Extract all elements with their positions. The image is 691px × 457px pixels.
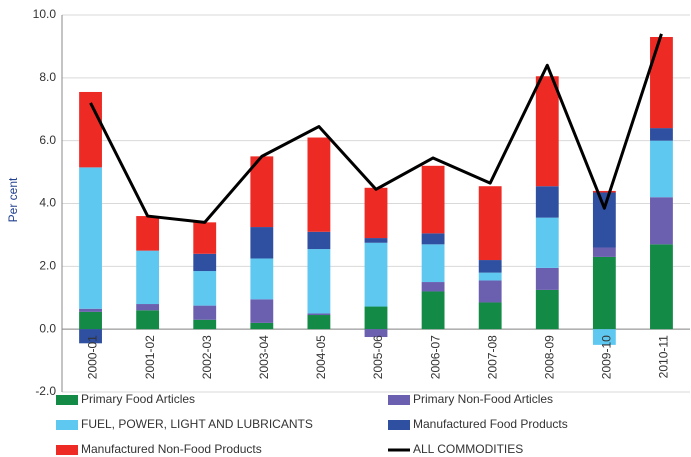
bar-segment: [478, 302, 502, 330]
bar-segment: [136, 250, 160, 305]
bar-segment: [364, 329, 388, 338]
bar-segment: [364, 238, 388, 243]
x-tick-label: 2010-11: [657, 335, 671, 378]
line-series: [89, 33, 663, 224]
bar-segment: [364, 306, 388, 330]
x-tick-label: 2000-01: [86, 335, 100, 379]
y-axis-label: Per cent: [6, 177, 20, 222]
bar-segment: [307, 313, 331, 316]
bar-segment: [421, 165, 445, 234]
legend-label: Primary Food Articles: [81, 392, 195, 406]
bar-segment: [535, 217, 559, 268]
bar-segment: [136, 216, 160, 251]
y-tick-label: 10.0: [33, 7, 57, 21]
legend-label: Manufactured Non-Food Products: [81, 442, 262, 456]
bar-segment: [535, 186, 559, 218]
bar-segment: [250, 258, 274, 300]
bar-segment: [307, 249, 331, 314]
bar-segment: [193, 222, 217, 254]
bar-segment: [535, 289, 559, 330]
x-tick-label: 2009-10: [600, 335, 614, 379]
legend-swatch: [388, 420, 410, 430]
bar-segment: [250, 227, 274, 259]
legend-swatch: [56, 395, 78, 405]
bar-segment: [535, 76, 559, 187]
x-tick-label: 2004-05: [314, 335, 328, 379]
bar-segment: [250, 299, 274, 323]
bar-segment: [364, 187, 388, 239]
legend-label: FUEL, POWER, LIGHT AND LUBRICANTS: [81, 417, 313, 431]
x-tick-label: 2001-02: [143, 335, 157, 379]
x-tick-label: 2005-06: [371, 335, 385, 379]
x-tick-label: 2003-04: [257, 335, 271, 379]
x-tick-label: 2006-07: [428, 335, 442, 379]
y-tick-label: 0.0: [39, 321, 56, 335]
bar-segment: [136, 310, 160, 330]
bar-segment: [193, 319, 217, 330]
bar-segment: [592, 329, 616, 345]
x-tick-label: 2007-08: [485, 335, 499, 379]
bar-segment: [421, 291, 445, 330]
legend-label: Manufactured Food Products: [413, 417, 568, 431]
bar-segment: [535, 267, 559, 290]
bar-segment: [592, 247, 616, 257]
bar-segment: [650, 140, 673, 198]
legend-label: Primary Non-Food Articles: [413, 392, 553, 406]
bar-segment: [478, 186, 502, 261]
y-tick-label: 6.0: [39, 133, 56, 147]
bar-segment: [79, 308, 102, 312]
bar-segment: [421, 233, 445, 245]
bar-segment: [592, 190, 616, 193]
legend-swatch: [56, 445, 78, 455]
bar-segment: [650, 244, 673, 330]
bar-segment: [650, 197, 673, 245]
bar-segment: [79, 311, 102, 330]
bar-segment: [307, 231, 331, 250]
bar-segment: [193, 305, 217, 320]
bar-segment: [193, 271, 217, 306]
bar-segment: [478, 272, 502, 281]
bar-segment: [136, 304, 160, 311]
legend-swatch: [388, 395, 410, 405]
bar-segment: [650, 128, 673, 141]
legend-label: ALL COMMODITIES: [413, 442, 523, 456]
bar-segment: [79, 329, 102, 344]
x-tick-label: 2008-09: [542, 335, 556, 379]
y-tick-label: -2.0: [35, 384, 56, 398]
y-tick-label: 4.0: [39, 196, 56, 210]
y-tick-label: 8.0: [39, 70, 56, 84]
x-tick-label: 2002-03: [200, 335, 214, 379]
bar-segment: [364, 242, 388, 307]
bar-segment: [478, 260, 502, 273]
bar-segment: [592, 256, 616, 330]
bar-segment: [421, 244, 445, 283]
bar-segment: [650, 36, 673, 129]
bar-segment: [250, 156, 274, 228]
bar-segment: [307, 137, 331, 232]
bar-segment: [79, 91, 102, 168]
bar-segment: [193, 253, 217, 272]
bar-segment: [79, 167, 102, 309]
bar-segment: [592, 192, 616, 248]
bar-segment: [478, 280, 502, 303]
bar-segment: [250, 322, 274, 330]
legend-swatch: [56, 420, 78, 430]
bar-segment: [307, 315, 331, 330]
bar-segment: [421, 282, 445, 292]
y-tick-label: 2.0: [39, 259, 56, 273]
